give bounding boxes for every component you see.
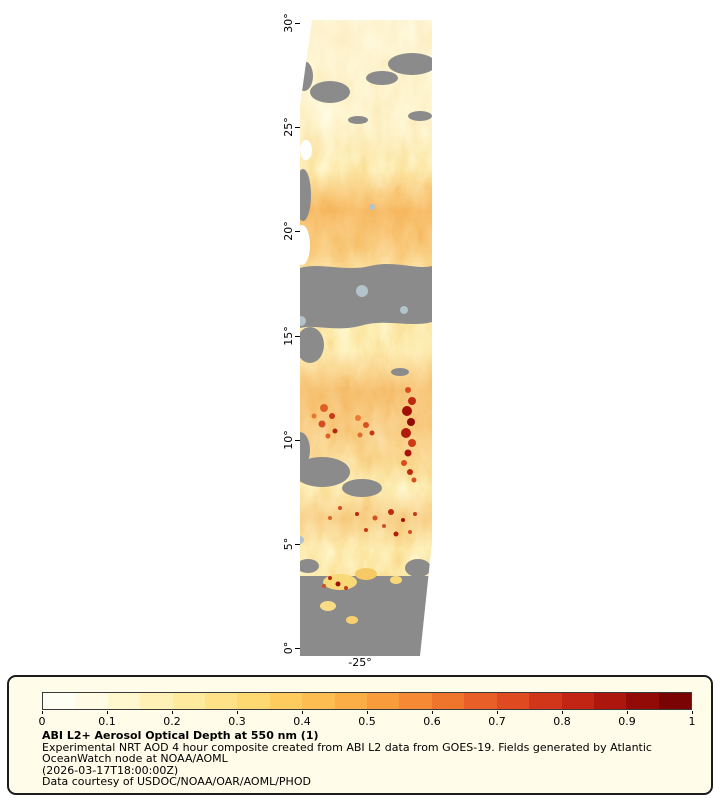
colorbar-segment [107, 693, 141, 709]
y-tick-label: 10° [282, 430, 295, 450]
colorbar-segment [43, 693, 76, 709]
colorbar-tick-mark [562, 711, 563, 714]
colorbar-segment [593, 693, 627, 709]
legend-timestamp: (2026-03-17T18:00:00Z) [42, 763, 179, 777]
plume-band-20n [300, 170, 432, 285]
colorbar-tick-mark [237, 711, 238, 714]
colorbar-segment [75, 693, 108, 709]
legend-box: 0 0.1 0.2 0.3 0.4 0.5 0.6 0.7 0.8 0.9 1 ABI L2+ Ae… [7, 675, 713, 795]
colorbar-tick-mark [42, 711, 43, 714]
legend-courtesy: Data courtesy of USDOC/NOAA/OAR/AOML/PHO… [42, 775, 311, 789]
colorbar-tick-mark [302, 711, 303, 714]
colorbar-tick-label: 0.6 [423, 715, 441, 728]
colorbar-tick-label: 0.3 [228, 715, 246, 728]
colorbar-tick-label: 0.1 [98, 715, 116, 728]
colorbar-segment [172, 693, 206, 709]
y-tick-label: 15° [282, 325, 295, 346]
legend-caption: ABI L2+ Aerosol Optical Depth at 550 nm … [42, 730, 652, 788]
edge-gaps [300, 140, 312, 265]
y-tick-label: 5° [282, 537, 295, 551]
colorbar [42, 692, 692, 710]
colorbar-tick-mark [172, 711, 173, 714]
colorbar-tick-mark [692, 711, 693, 714]
cloud-markers [300, 204, 408, 544]
colorbar-segment [399, 693, 432, 709]
y-tick-label: 25° [282, 117, 295, 137]
legend-description-line-2: OceanWatch node at NOAA/AOML [42, 752, 228, 766]
colorbar-ticks: 0 0.1 0.2 0.3 0.4 0.5 0.6 0.7 0.8 0.9 1 [38, 711, 696, 729]
no-data-patches [300, 53, 432, 656]
colorbar-segment [269, 693, 303, 709]
aod-swath-image [300, 20, 432, 656]
colorbar-tick-label: 0.8 [553, 715, 571, 728]
colorbar-tick-label: 0.5 [358, 715, 376, 728]
plume-band-7n [300, 488, 432, 548]
colorbar-tick-mark [627, 711, 628, 714]
colorbar-tick-label: 0.9 [618, 715, 636, 728]
colorbar-segment [367, 693, 400, 709]
colorbar-tick-label: 0 [38, 715, 46, 728]
colorbar-segment [658, 693, 692, 709]
colorbar-segment [561, 693, 594, 709]
colorbar-segment [302, 693, 335, 709]
colorbar-tick-label: 0.2 [163, 715, 181, 728]
colorbar-tick-label: 1 [688, 715, 696, 728]
colorbar-segment [431, 693, 465, 709]
y-tick-mark [295, 23, 300, 24]
colorbar-segment [626, 693, 659, 709]
colorbar-segment [334, 693, 368, 709]
colorbar-segment [529, 693, 562, 709]
colorbar-segment [464, 693, 497, 709]
x-tick-label: -25° [348, 656, 372, 669]
colorbar-tick-mark [497, 711, 498, 714]
colorbar-tick-label: 0.7 [488, 715, 506, 728]
colorbar-tick-label: 0.4 [293, 715, 311, 728]
colorbar-segment [140, 693, 173, 709]
colorbar-tick-mark [107, 711, 108, 714]
y-tick-mark [295, 544, 300, 545]
y-tick-label: 30° [282, 13, 295, 33]
y-tick-mark [295, 231, 300, 233]
y-tick-label: 20° [282, 221, 295, 242]
legend-title: ABI L2+ Aerosol Optical Depth at 550 nm … [42, 729, 319, 742]
aod-map: 30° 25° 20° 15° 10° 5° 0° [282, 13, 432, 669]
y-tick-mark [295, 648, 300, 650]
high-aod-markers [311, 387, 417, 590]
legend-description-line-1: Experimental NRT AOD 4 hour composite cr… [42, 740, 652, 754]
y-tick-label: 0° [282, 641, 295, 655]
colorbar-segment [237, 693, 270, 709]
y-tick-mark [295, 335, 300, 337]
colorbar-segment [205, 693, 238, 709]
y-tick-mark [295, 127, 300, 129]
y-tick-mark [295, 439, 300, 441]
colorbar-tick-mark [432, 711, 433, 714]
colorbar-tick-mark [367, 711, 368, 714]
colorbar-segment [496, 693, 530, 709]
